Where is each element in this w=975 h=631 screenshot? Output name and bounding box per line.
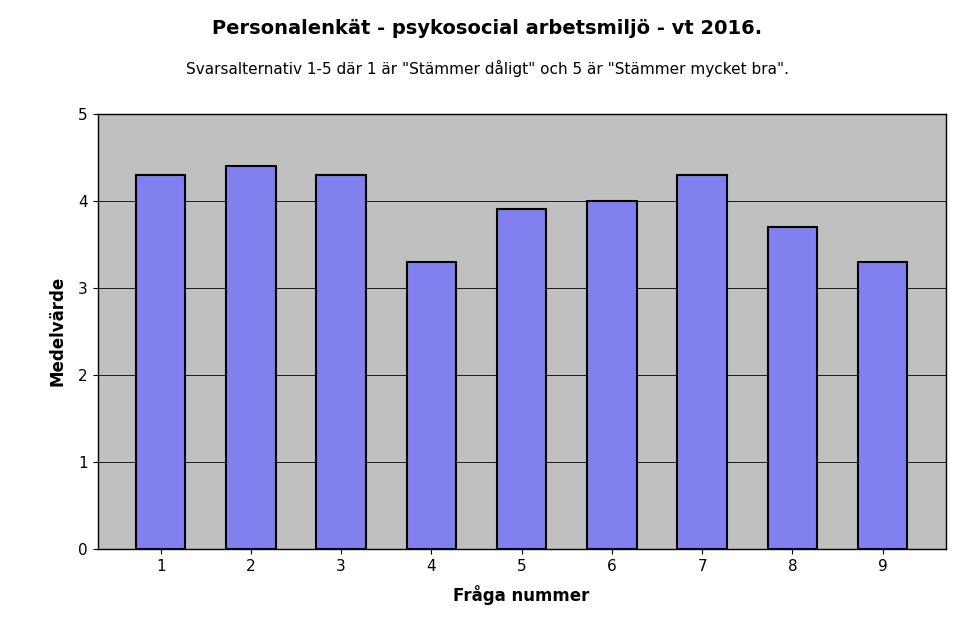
Bar bbox=[767, 227, 817, 549]
Bar bbox=[587, 201, 637, 549]
Text: Svarsalternativ 1-5 där 1 är "Stämmer dåligt" och 5 är "Stämmer mycket bra".: Svarsalternativ 1-5 där 1 är "Stämmer då… bbox=[186, 60, 789, 77]
Bar bbox=[316, 175, 366, 549]
Bar bbox=[226, 166, 276, 549]
X-axis label: Fråga nummer: Fråga nummer bbox=[453, 585, 590, 604]
Bar bbox=[678, 175, 727, 549]
Bar bbox=[407, 262, 456, 549]
Bar bbox=[858, 262, 908, 549]
Bar bbox=[136, 175, 185, 549]
Text: Personalenkät - psykosocial arbetsmiljö - vt 2016.: Personalenkät - psykosocial arbetsmiljö … bbox=[213, 19, 762, 38]
Y-axis label: Medelvärde: Medelvärde bbox=[49, 276, 67, 386]
Bar bbox=[497, 209, 546, 549]
